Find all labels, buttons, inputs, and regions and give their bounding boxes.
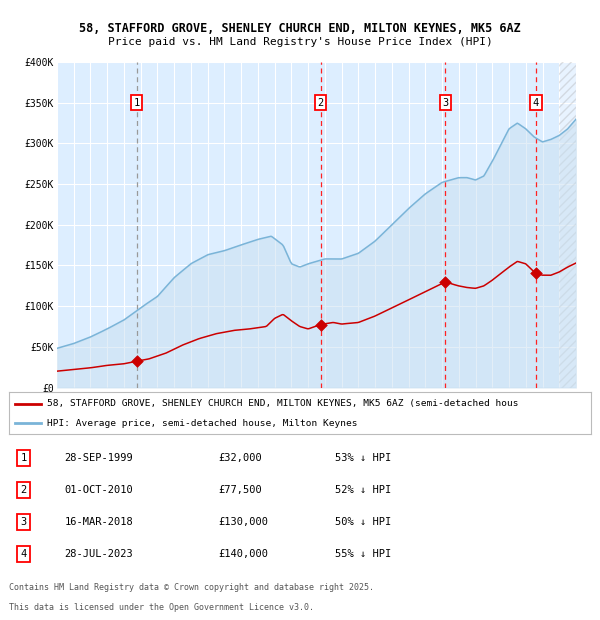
Text: £77,500: £77,500 (218, 485, 262, 495)
Text: 53% ↓ HPI: 53% ↓ HPI (335, 453, 391, 463)
Text: This data is licensed under the Open Government Licence v3.0.: This data is licensed under the Open Gov… (9, 603, 314, 612)
Text: 58, STAFFORD GROVE, SHENLEY CHURCH END, MILTON KEYNES, MK5 6AZ: 58, STAFFORD GROVE, SHENLEY CHURCH END, … (79, 22, 521, 35)
Point (531, 268, 541, 278)
Text: 16-MAR-2018: 16-MAR-2018 (64, 517, 133, 527)
Text: 1: 1 (133, 98, 140, 108)
Bar (559, 62, 593, 388)
Text: 28-JUL-2023: 28-JUL-2023 (64, 549, 133, 559)
Point (316, 320, 325, 330)
Text: Contains HM Land Registry data © Crown copyright and database right 2025.: Contains HM Land Registry data © Crown c… (9, 583, 374, 591)
Text: HPI: Average price, semi-detached house, Milton Keynes: HPI: Average price, semi-detached house,… (47, 419, 358, 428)
Text: 50% ↓ HPI: 50% ↓ HPI (335, 517, 391, 527)
Text: 58, STAFFORD GROVE, SHENLEY CHURCH END, MILTON KEYNES, MK5 6AZ (semi-detached ho: 58, STAFFORD GROVE, SHENLEY CHURCH END, … (47, 399, 518, 408)
Text: £130,000: £130,000 (218, 517, 269, 527)
Text: 28-SEP-1999: 28-SEP-1999 (64, 453, 133, 463)
Text: 52% ↓ HPI: 52% ↓ HPI (335, 485, 391, 495)
Text: 4: 4 (20, 549, 26, 559)
Text: 2: 2 (20, 485, 26, 495)
Text: 4: 4 (533, 98, 539, 108)
Point (132, 356, 142, 366)
Text: 55% ↓ HPI: 55% ↓ HPI (335, 549, 391, 559)
Text: Price paid vs. HM Land Registry's House Price Index (HPI): Price paid vs. HM Land Registry's House … (107, 37, 493, 47)
Text: 1: 1 (20, 453, 26, 463)
Point (440, 277, 450, 287)
Text: £140,000: £140,000 (218, 549, 269, 559)
Text: 3: 3 (442, 98, 449, 108)
Text: 2: 2 (317, 98, 324, 108)
Text: 3: 3 (20, 517, 26, 527)
Text: £32,000: £32,000 (218, 453, 262, 463)
Text: 01-OCT-2010: 01-OCT-2010 (64, 485, 133, 495)
